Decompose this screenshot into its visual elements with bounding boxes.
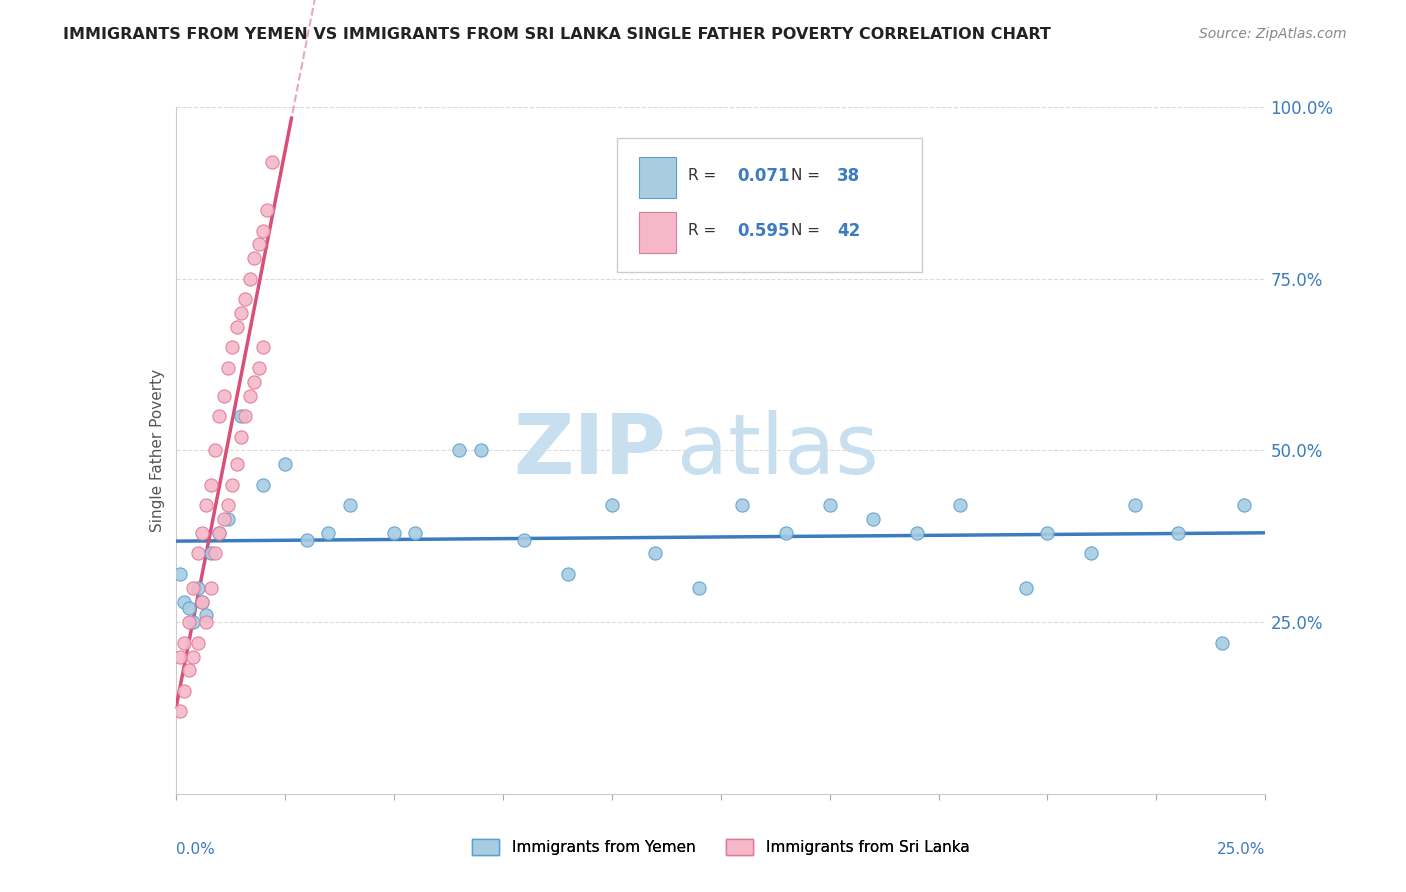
FancyBboxPatch shape xyxy=(617,138,922,272)
Point xyxy=(295,533,318,547)
Point xyxy=(186,581,209,595)
Point xyxy=(191,525,214,540)
Text: 25.0%: 25.0% xyxy=(1218,842,1265,857)
Point xyxy=(173,594,195,608)
Point xyxy=(239,271,262,285)
Text: R =: R = xyxy=(688,169,721,183)
Text: 0.595: 0.595 xyxy=(737,222,789,240)
Text: N =: N = xyxy=(792,169,825,183)
Point xyxy=(181,615,204,630)
FancyBboxPatch shape xyxy=(638,157,676,198)
Point xyxy=(177,601,200,615)
Point xyxy=(688,581,710,595)
Text: IMMIGRANTS FROM YEMEN VS IMMIGRANTS FROM SRI LANKA SINGLE FATHER POVERTY CORRELA: IMMIGRANTS FROM YEMEN VS IMMIGRANTS FROM… xyxy=(63,27,1052,42)
Point xyxy=(405,525,427,540)
Point xyxy=(252,224,274,238)
Point xyxy=(217,512,239,526)
Point xyxy=(195,615,218,630)
Point xyxy=(169,705,191,719)
Text: 42: 42 xyxy=(837,222,860,240)
Point xyxy=(775,525,797,540)
Point xyxy=(173,683,195,698)
Point xyxy=(274,457,297,471)
Point xyxy=(1080,546,1102,561)
Point xyxy=(200,546,222,561)
Point xyxy=(1211,636,1233,650)
Point xyxy=(600,499,623,513)
Point xyxy=(177,663,200,677)
Point xyxy=(191,594,214,608)
Point xyxy=(731,499,754,513)
Point xyxy=(177,615,200,630)
Point xyxy=(204,443,226,458)
Point xyxy=(200,581,222,595)
Point xyxy=(173,636,195,650)
Point xyxy=(1015,581,1038,595)
Point xyxy=(818,499,841,513)
Point xyxy=(243,251,266,265)
Legend: Immigrants from Yemen, Immigrants from Sri Lanka: Immigrants from Yemen, Immigrants from S… xyxy=(472,839,969,855)
Point xyxy=(186,636,209,650)
Point xyxy=(239,388,262,402)
Point xyxy=(200,478,222,492)
Point xyxy=(195,499,218,513)
Point xyxy=(191,594,214,608)
Point xyxy=(204,546,226,561)
Point xyxy=(949,499,972,513)
Point xyxy=(318,525,340,540)
Point xyxy=(382,525,405,540)
Point xyxy=(225,319,247,334)
Text: 38: 38 xyxy=(837,167,860,185)
Text: R =: R = xyxy=(688,223,721,238)
Point xyxy=(169,649,191,664)
Point xyxy=(221,478,243,492)
Point xyxy=(235,409,257,423)
Point xyxy=(225,457,247,471)
Point xyxy=(231,409,253,423)
Point xyxy=(470,443,492,458)
Point xyxy=(186,546,209,561)
Text: atlas: atlas xyxy=(678,410,879,491)
Text: 0.0%: 0.0% xyxy=(176,842,215,857)
Y-axis label: Single Father Poverty: Single Father Poverty xyxy=(149,369,165,532)
Point xyxy=(247,237,270,252)
Text: 0.071: 0.071 xyxy=(737,167,789,185)
Point xyxy=(862,512,884,526)
Point xyxy=(513,533,536,547)
Point xyxy=(252,478,274,492)
Point xyxy=(1167,525,1189,540)
Point xyxy=(256,203,278,218)
Point xyxy=(208,525,231,540)
Text: Source: ZipAtlas.com: Source: ZipAtlas.com xyxy=(1199,27,1347,41)
FancyBboxPatch shape xyxy=(638,212,676,252)
Point xyxy=(339,499,361,513)
Point xyxy=(231,306,253,320)
Point xyxy=(231,430,253,444)
Point xyxy=(212,512,235,526)
Point xyxy=(208,525,231,540)
Point xyxy=(195,608,218,623)
Point xyxy=(235,293,257,307)
Text: N =: N = xyxy=(792,223,825,238)
Point xyxy=(252,340,274,354)
Point xyxy=(447,443,470,458)
Point xyxy=(221,340,243,354)
Point xyxy=(1123,499,1146,513)
Point xyxy=(247,361,270,376)
Text: ZIP: ZIP xyxy=(513,410,666,491)
Point xyxy=(217,361,239,376)
Point xyxy=(181,581,204,595)
Point xyxy=(169,567,191,582)
Point xyxy=(1232,499,1256,513)
Point xyxy=(212,388,235,402)
Point xyxy=(181,649,204,664)
Point xyxy=(644,546,666,561)
Point xyxy=(905,525,928,540)
Point xyxy=(208,409,231,423)
Point xyxy=(260,155,283,169)
Point xyxy=(243,375,266,389)
Point xyxy=(217,499,239,513)
Point xyxy=(1036,525,1059,540)
Point xyxy=(557,567,579,582)
